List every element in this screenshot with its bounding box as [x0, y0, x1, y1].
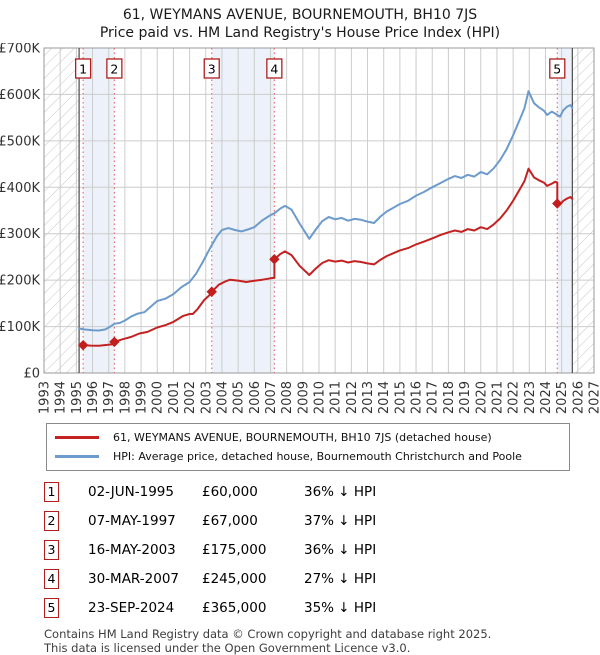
svg-text:2018: 2018: [442, 381, 457, 414]
sale-vs-hpi: 37% ↓ HPI: [257, 513, 600, 529]
svg-text:£100K: £100K: [0, 320, 40, 335]
sale-price: £67,000: [202, 513, 257, 529]
sale-number-badge: 3: [44, 540, 59, 560]
legend-label: HPI: Average price, detached house, Bour…: [113, 450, 522, 463]
svg-text:2000: 2000: [151, 381, 166, 414]
svg-text:2020: 2020: [474, 381, 489, 414]
sale-date: 02-JUN-1995: [59, 484, 202, 500]
sale-date: 30-MAR-2007: [59, 571, 202, 587]
chart-header: 61, WEYMANS AVENUE, BOURNEMOUTH, BH10 7J…: [0, 0, 600, 43]
svg-text:2024: 2024: [539, 381, 554, 414]
svg-text:1993: 1993: [38, 381, 53, 414]
attribution-footer: Contains HM Land Registry data © Crown c…: [44, 628, 600, 655]
sale-number-badge: 4: [44, 569, 59, 589]
svg-text:2009: 2009: [296, 381, 311, 414]
legend-label: 61, WEYMANS AVENUE, BOURNEMOUTH, BH10 7J…: [113, 431, 492, 444]
sale-vs-hpi: 36% ↓ HPI: [257, 484, 600, 500]
svg-text:2004: 2004: [215, 381, 230, 414]
svg-text:2002: 2002: [183, 381, 198, 414]
table-row: 3 16-MAY-2003 £175,000 36% ↓ HPI: [44, 536, 600, 565]
svg-text:2021: 2021: [490, 381, 505, 414]
page-title: 61, WEYMANS AVENUE, BOURNEMOUTH, BH10 7J…: [0, 6, 600, 24]
hpi-line-swatch: [55, 455, 99, 458]
svg-text:2003: 2003: [199, 381, 214, 414]
svg-text:1996: 1996: [86, 381, 101, 414]
svg-text:1999: 1999: [135, 381, 150, 414]
svg-text:£600K: £600K: [0, 88, 40, 103]
svg-text:2005: 2005: [232, 381, 247, 414]
svg-text:£200K: £200K: [0, 274, 40, 289]
sale-vs-hpi: 27% ↓ HPI: [257, 571, 600, 587]
sale-date: 16-MAY-2003: [59, 542, 202, 558]
svg-text:4: 4: [270, 61, 278, 76]
svg-text:2019: 2019: [458, 381, 473, 414]
footer-line-2: This data is licensed under the Open Gov…: [44, 642, 600, 655]
chart-legend: 61, WEYMANS AVENUE, BOURNEMOUTH, BH10 7J…: [46, 423, 570, 471]
sale-date: 07-MAY-1997: [59, 513, 202, 529]
svg-text:2015: 2015: [393, 381, 408, 414]
sale-vs-hpi: 36% ↓ HPI: [257, 542, 600, 558]
svg-text:2014: 2014: [377, 381, 392, 414]
svg-text:1: 1: [79, 61, 87, 76]
svg-text:2017: 2017: [426, 381, 441, 414]
svg-text:2023: 2023: [523, 381, 538, 414]
table-row: 2 07-MAY-1997 £67,000 37% ↓ HPI: [44, 507, 600, 536]
table-row: 1 02-JUN-1995 £60,000 36% ↓ HPI: [44, 478, 600, 507]
svg-text:5: 5: [553, 61, 561, 76]
svg-text:2: 2: [110, 61, 118, 76]
svg-text:2026: 2026: [571, 381, 586, 414]
svg-text:£0: £0: [23, 366, 40, 381]
svg-text:2008: 2008: [280, 381, 295, 414]
price-chart-container: 1 2 3 4 5 £0 £100K £200K £300K £400K £500K £600K £70…: [0, 43, 600, 417]
svg-text:2025: 2025: [555, 381, 570, 414]
price-chart: 1 2 3 4 5 £0 £100K £200K £300K £400K £500K £600K £70…: [0, 43, 600, 417]
svg-text:2010: 2010: [313, 381, 328, 414]
legend-item-price-paid: 61, WEYMANS AVENUE, BOURNEMOUTH, BH10 7J…: [55, 428, 561, 447]
sale-price: £175,000: [202, 542, 257, 558]
sale-number-badge: 5: [44, 598, 59, 618]
sale-price: £245,000: [202, 571, 257, 587]
svg-text:2016: 2016: [410, 381, 425, 414]
svg-text:£300K: £300K: [0, 227, 40, 242]
table-row: 4 30-MAR-2007 £245,000 27% ↓ HPI: [44, 565, 600, 594]
svg-text:1997: 1997: [102, 381, 117, 414]
svg-text:£500K: £500K: [0, 134, 40, 149]
svg-text:2013: 2013: [361, 381, 376, 414]
svg-text:3: 3: [208, 61, 216, 76]
footer-line-1: Contains HM Land Registry data © Crown c…: [44, 628, 600, 642]
svg-text:2022: 2022: [507, 381, 522, 414]
sale-date: 23-SEP-2024: [59, 600, 202, 616]
svg-text:1995: 1995: [70, 381, 85, 414]
sale-number-badge: 2: [44, 511, 59, 531]
svg-text:2011: 2011: [329, 381, 344, 414]
sale-number-badge: 1: [44, 482, 59, 502]
sales-table: 1 02-JUN-1995 £60,000 36% ↓ HPI 2 07-MAY…: [0, 478, 600, 623]
svg-text:1998: 1998: [118, 381, 133, 414]
svg-text:2012: 2012: [345, 381, 360, 414]
svg-text:2006: 2006: [248, 381, 263, 414]
price-line-swatch: [55, 436, 99, 439]
sale-vs-hpi: 35% ↓ HPI: [257, 600, 600, 616]
sale-price: £60,000: [202, 484, 257, 500]
page-subtitle: Price paid vs. HM Land Registry's House …: [0, 24, 600, 42]
table-row: 5 23-SEP-2024 £365,000 35% ↓ HPI: [44, 594, 600, 623]
sale-price: £365,000: [202, 600, 257, 616]
svg-text:£700K: £700K: [0, 43, 40, 57]
svg-text:1994: 1994: [54, 381, 69, 414]
legend-item-hpi: HPI: Average price, detached house, Bour…: [55, 447, 561, 466]
svg-text:2027: 2027: [588, 381, 600, 414]
svg-text:£400K: £400K: [0, 181, 40, 196]
svg-text:2007: 2007: [264, 381, 279, 414]
svg-text:2001: 2001: [167, 381, 182, 414]
